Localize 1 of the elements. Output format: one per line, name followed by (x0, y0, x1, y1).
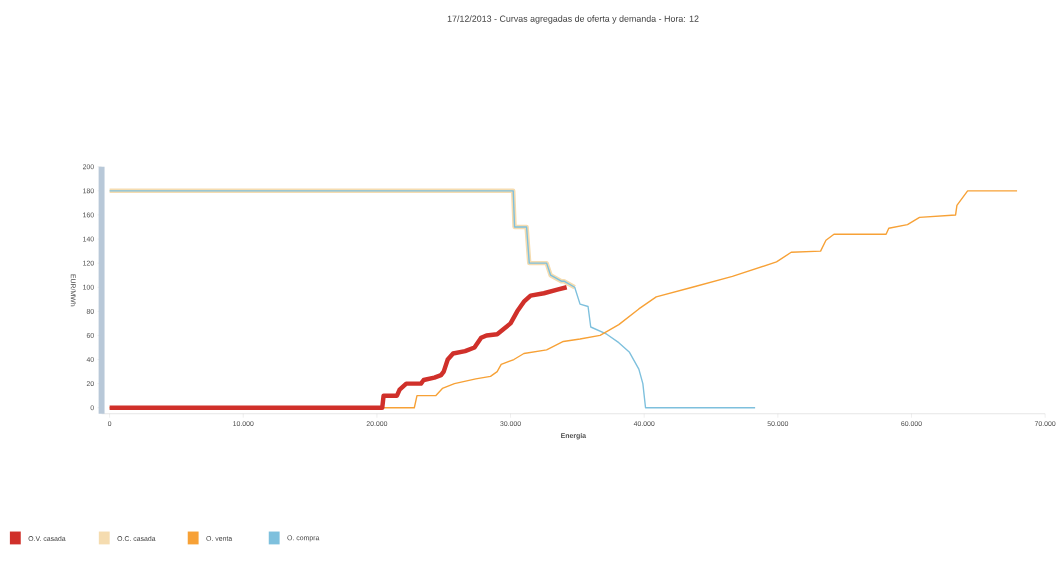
chart-title: 17/12/2013 - Curvas agregadas de oferta y demanda - Hora: 12 (447, 15, 699, 24)
